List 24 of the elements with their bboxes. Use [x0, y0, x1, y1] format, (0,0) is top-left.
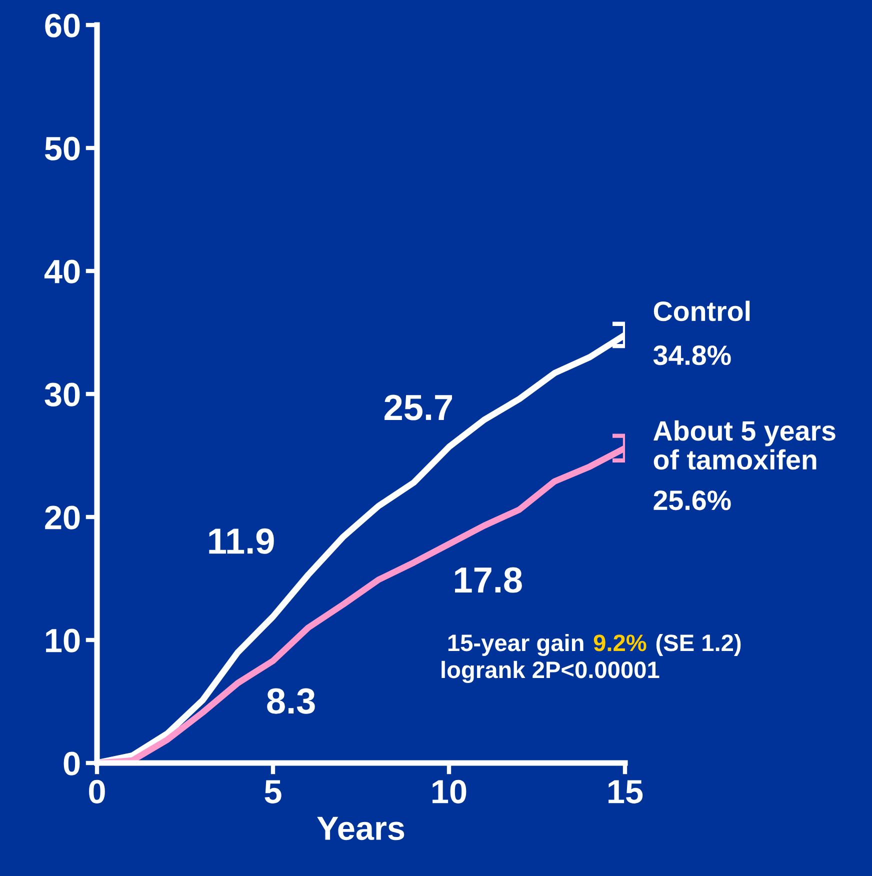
annotation: 8.3: [267, 688, 315, 714]
y-tick-label: 10: [46, 628, 80, 652]
series-label: Control: [654, 300, 750, 322]
annotation: 25.6%: [654, 490, 731, 510]
y-tick-label: 40: [44, 260, 80, 284]
annotation: 11.9: [209, 528, 274, 554]
annotation: 15-year gain: [448, 634, 584, 656]
x-tick-label: 10: [432, 780, 466, 804]
x-tick-label: 0: [89, 780, 105, 804]
x-tick-label: 15: [608, 780, 643, 804]
series-label: About 5 years of tamoxifen: [653, 420, 836, 470]
annotation: 25.7: [384, 394, 452, 420]
y-tick-label: 20: [45, 506, 80, 530]
x-tick-label: 5: [264, 780, 282, 804]
annotation: 34.8%: [653, 345, 731, 366]
y-tick-label: 0: [64, 752, 80, 776]
annotation: 17.8: [455, 567, 522, 593]
x-axis-title: Years: [317, 816, 404, 840]
text: (SE 1.2): [656, 634, 741, 656]
annotation: 9.2%: [594, 634, 646, 652]
y-tick-label: 60: [45, 14, 80, 38]
y-tick-label: 30: [44, 382, 80, 406]
y-tick-label: 50: [44, 136, 80, 160]
annotation: logrank 2P<0.00001: [442, 660, 660, 683]
